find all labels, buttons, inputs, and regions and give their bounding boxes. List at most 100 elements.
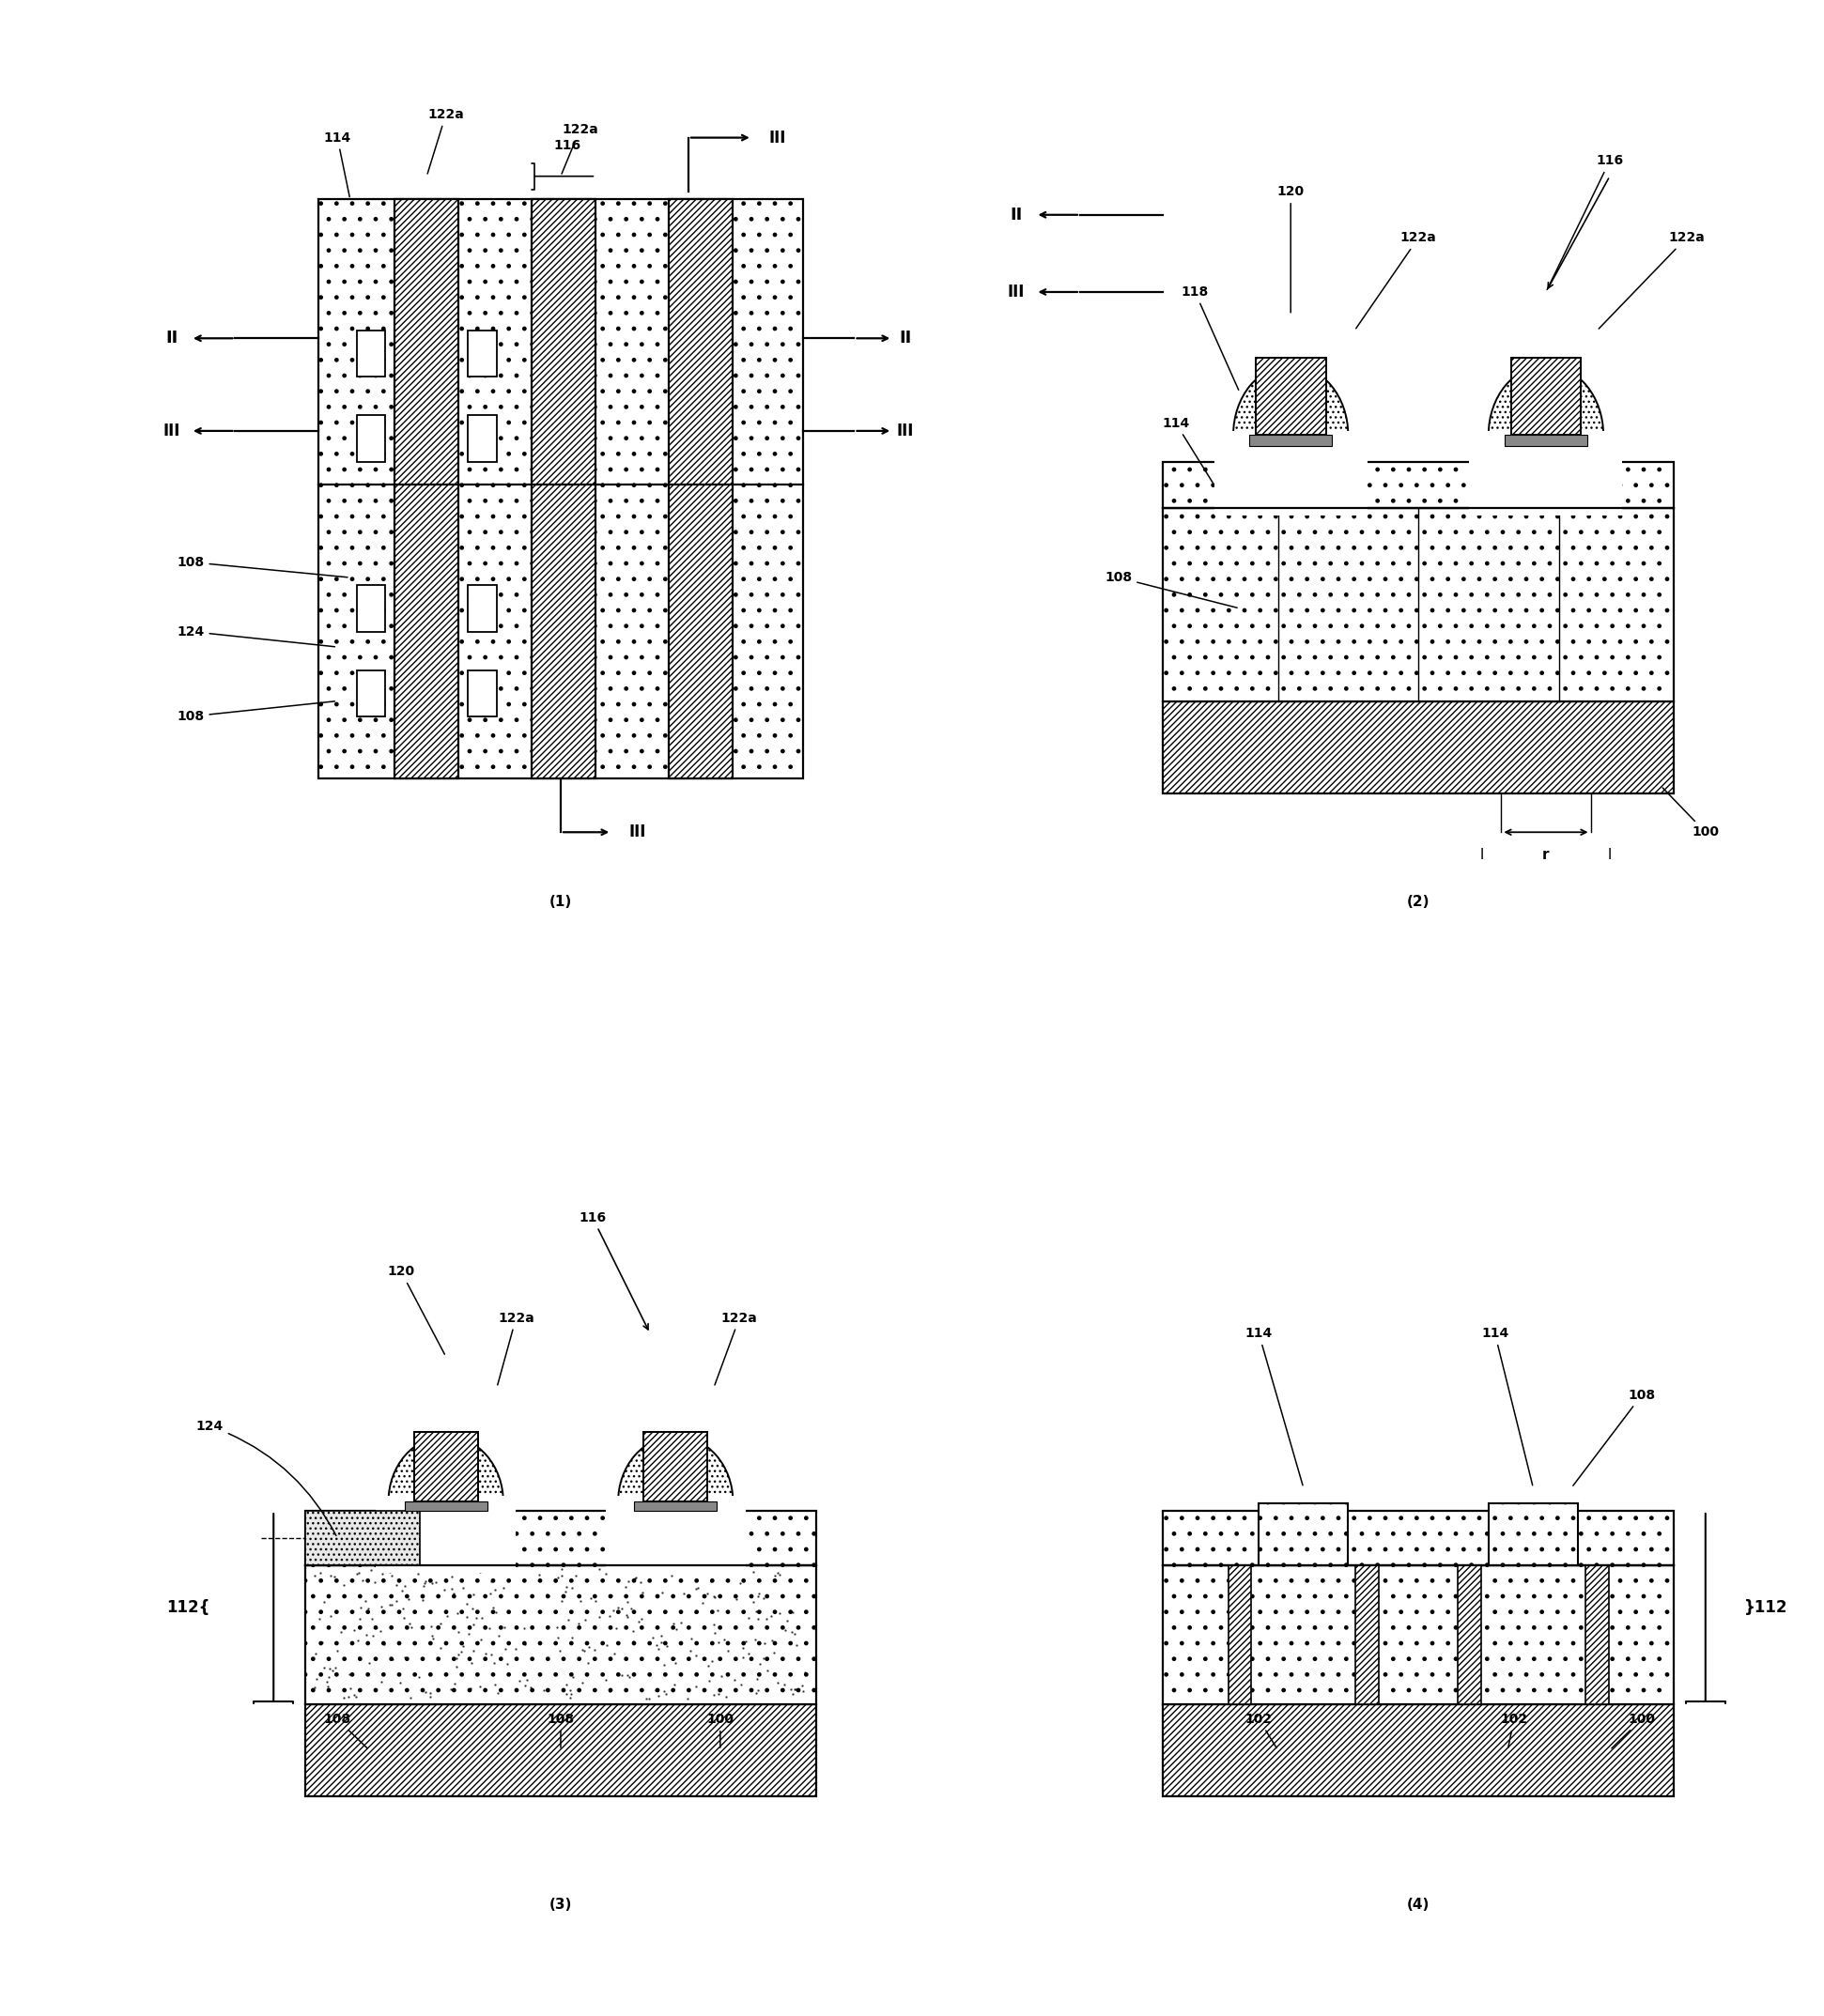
Point (742, 1581, 772, 1613)
Point (742, 1663, 772, 1695)
Text: r: r (1543, 849, 1549, 863)
Text: III: III (629, 825, 646, 841)
Text: 124: 124 (195, 1419, 336, 1536)
Point (316, 1560, 345, 1593)
Point (728, 1641, 757, 1673)
Point (553, 1677, 582, 1710)
Point (489, 1572, 518, 1605)
Point (624, 1607, 653, 1639)
Point (615, 1566, 644, 1599)
Text: III: III (162, 423, 181, 439)
Point (746, 1647, 775, 1679)
Point (492, 1647, 522, 1679)
Point (693, 1577, 722, 1609)
Point (348, 1564, 378, 1597)
Point (591, 1663, 620, 1695)
Point (750, 1627, 779, 1659)
Text: 102: 102 (1501, 1714, 1529, 1748)
Point (365, 1615, 394, 1647)
Point (544, 1562, 573, 1595)
Point (460, 1609, 489, 1641)
Bar (414, 1431, 478, 1502)
Point (416, 1677, 445, 1710)
Bar (1215, 431, 1368, 516)
Point (741, 1623, 770, 1655)
Bar (635, 1502, 717, 1510)
Point (547, 1552, 576, 1585)
Point (396, 1681, 425, 1714)
Point (443, 1597, 472, 1629)
Point (465, 1623, 494, 1655)
Point (299, 1558, 328, 1591)
Point (317, 1655, 347, 1687)
Text: 122a: 122a (1355, 232, 1437, 329)
Bar (1164, 508, 1674, 702)
Point (700, 1679, 730, 1712)
Point (764, 1556, 793, 1589)
Point (336, 1671, 365, 1704)
Point (644, 1679, 673, 1712)
Point (593, 1629, 622, 1661)
Text: (4): (4) (1406, 1897, 1430, 1911)
Point (779, 1597, 808, 1629)
Bar (1246, 446, 1335, 508)
Point (352, 1619, 381, 1651)
Bar (1510, 357, 1581, 435)
Point (390, 1570, 420, 1603)
Point (604, 1591, 633, 1623)
Bar (1249, 435, 1332, 446)
Point (680, 1639, 710, 1671)
Point (551, 1574, 580, 1607)
Point (440, 1577, 469, 1609)
Point (489, 1611, 518, 1643)
Point (480, 1669, 509, 1702)
Point (511, 1627, 540, 1659)
Bar (1457, 1564, 1481, 1704)
Point (741, 1677, 770, 1710)
Text: 114: 114 (1162, 417, 1213, 482)
Point (627, 1577, 657, 1609)
Text: 108: 108 (177, 702, 336, 724)
Text: 108: 108 (1105, 571, 1237, 607)
Point (600, 1637, 629, 1669)
Point (642, 1673, 671, 1706)
Bar (305, 1510, 420, 1564)
Point (465, 1671, 494, 1704)
Bar (1488, 1504, 1578, 1564)
Point (697, 1564, 726, 1597)
Point (682, 1572, 711, 1605)
Point (389, 1603, 418, 1635)
Point (389, 1574, 418, 1607)
Point (648, 1577, 677, 1609)
Point (653, 1629, 682, 1661)
Point (660, 1669, 689, 1702)
Bar (1470, 431, 1623, 516)
Point (505, 1665, 534, 1697)
Point (301, 1663, 330, 1695)
Point (711, 1681, 741, 1714)
Text: 122a: 122a (427, 109, 463, 173)
Point (556, 1675, 586, 1708)
Point (677, 1635, 706, 1667)
Point (631, 1683, 660, 1716)
Bar (1501, 446, 1591, 508)
Text: 122a: 122a (562, 123, 598, 173)
Point (575, 1631, 604, 1663)
Point (429, 1574, 458, 1607)
Point (358, 1554, 387, 1587)
Point (381, 1568, 410, 1601)
Bar (1355, 1564, 1379, 1704)
Point (613, 1659, 642, 1691)
Point (343, 1625, 372, 1657)
Point (301, 1637, 330, 1669)
Point (547, 1558, 576, 1591)
Point (423, 1554, 452, 1587)
Point (326, 1617, 356, 1649)
Bar (405, 1502, 487, 1510)
Text: 114: 114 (1481, 1327, 1532, 1486)
Point (319, 1560, 348, 1593)
Ellipse shape (618, 1435, 733, 1566)
Point (358, 1603, 387, 1635)
Point (491, 1633, 520, 1665)
Point (702, 1595, 731, 1627)
